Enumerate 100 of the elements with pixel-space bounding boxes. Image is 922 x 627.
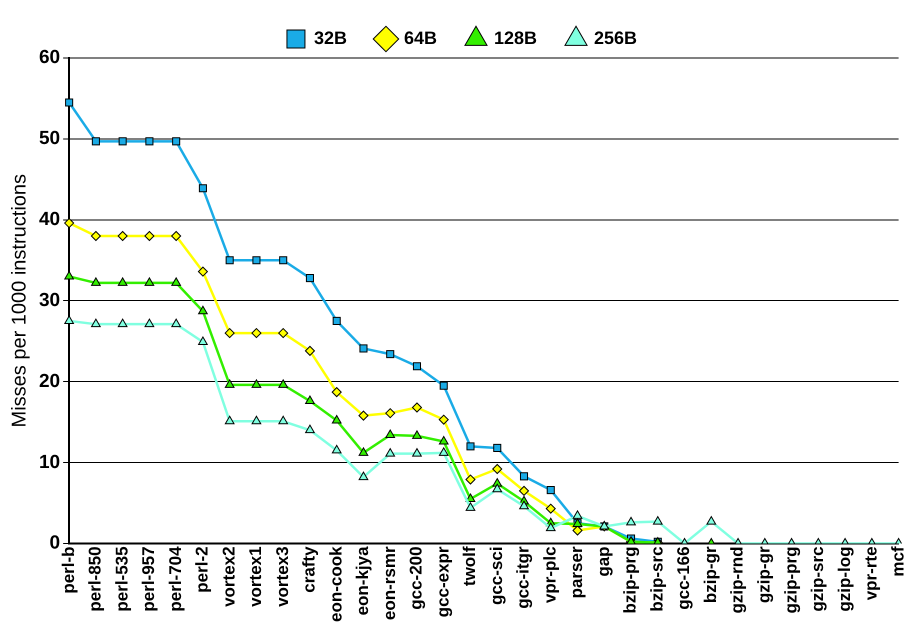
point [332, 444, 342, 454]
point [358, 447, 368, 456]
x-tick-label: twolf [460, 546, 480, 586]
y-tick-label: 40 [38, 209, 60, 230]
point [252, 256, 260, 264]
x-tick-label: perl-957 [139, 546, 158, 612]
point [385, 448, 396, 457]
point [546, 504, 556, 514]
y-tick-label: 20 [38, 370, 60, 392]
x-tick-label: perl-2 [192, 546, 212, 593]
point [305, 396, 315, 404]
x-tick-label: bzip-src [647, 546, 666, 612]
legend-label: 64B [404, 28, 437, 48]
point [546, 486, 555, 494]
x-tick-label: gzip-rnd [728, 546, 747, 614]
point [466, 442, 475, 450]
x-tick-label: gcc-expr [433, 546, 452, 618]
point [438, 447, 449, 456]
y-tick-label: 30 [38, 290, 60, 311]
y-tick-label: 50 [38, 128, 60, 150]
point [224, 379, 235, 388]
point [332, 387, 342, 398]
point [198, 184, 207, 192]
x-tick-label: bzip-gr [700, 546, 720, 604]
point [412, 448, 422, 457]
point [118, 277, 128, 286]
point [520, 472, 528, 480]
point [144, 318, 154, 328]
point [652, 516, 663, 525]
point [440, 382, 448, 390]
y-tick-label: 0 [50, 532, 60, 554]
legend-label: 256B [594, 28, 638, 48]
x-tick-label: mcf [888, 546, 908, 577]
point [492, 464, 502, 474]
point [91, 318, 101, 328]
x-tick-label: vpr-rte [862, 546, 881, 600]
point [172, 137, 180, 146]
point [145, 137, 154, 146]
point [251, 328, 262, 338]
x-tick-label: gap [594, 546, 613, 577]
y-axis-title: Misses per 1000 instructions [8, 174, 31, 428]
point [198, 306, 208, 314]
point [519, 500, 529, 510]
point [305, 424, 315, 434]
x-tick-label: parser [567, 546, 586, 598]
point [359, 344, 368, 352]
x-tick-label: gzip-prg [781, 546, 800, 614]
y-tick-label: 10 [38, 452, 60, 473]
point [492, 484, 502, 492]
x-tick-label: vortex2 [219, 546, 238, 607]
x-tick-label: gzip-src [808, 546, 828, 612]
point [385, 408, 396, 418]
point [465, 474, 476, 485]
point [412, 430, 422, 439]
point [466, 502, 476, 511]
point [519, 486, 530, 496]
x-tick-label: gzip-gr [754, 546, 774, 604]
x-tick-label: eon-cook [326, 546, 346, 622]
point [118, 318, 128, 328]
point [198, 336, 208, 345]
point [144, 230, 154, 241]
point [412, 402, 422, 413]
y-tick-label: 60 [38, 47, 60, 68]
point [226, 256, 234, 264]
point [412, 362, 422, 370]
point [118, 230, 128, 241]
point [64, 218, 74, 228]
x-tick-label: perl-535 [112, 546, 132, 612]
x-tick-label: perl-b [58, 546, 78, 594]
x-tick-label: vortex3 [272, 546, 292, 607]
point [90, 230, 101, 241]
point [278, 328, 288, 338]
point [706, 516, 716, 525]
point [64, 270, 74, 280]
x-tick-label: gcc-sci [486, 546, 506, 606]
x-tick-label: eon-rsmr [380, 546, 399, 620]
x-tick-label: gcc-itgr [514, 546, 533, 609]
x-tick-label: perl-850 [86, 546, 105, 612]
x-tick-label: bzip-prg [620, 546, 640, 614]
legend-label: 32B [314, 28, 347, 48]
point [358, 410, 368, 421]
legend-label: 128B [494, 28, 538, 48]
point [332, 316, 341, 325]
x-tick-label: gzip-log [834, 546, 854, 612]
point [224, 328, 235, 338]
x-tick-label: gcc-166 [674, 546, 694, 610]
x-tick-label: perl-704 [166, 546, 185, 612]
point [438, 436, 449, 444]
point [278, 379, 288, 388]
point [144, 277, 154, 286]
x-tick-label: crafty [300, 546, 319, 593]
x-tick-label: vpr-plc [540, 546, 560, 604]
point [171, 277, 181, 286]
point [493, 444, 502, 452]
point [304, 346, 315, 356]
point [386, 350, 394, 358]
point [252, 379, 262, 388]
point [572, 510, 582, 519]
point [626, 516, 636, 526]
point [224, 416, 235, 424]
